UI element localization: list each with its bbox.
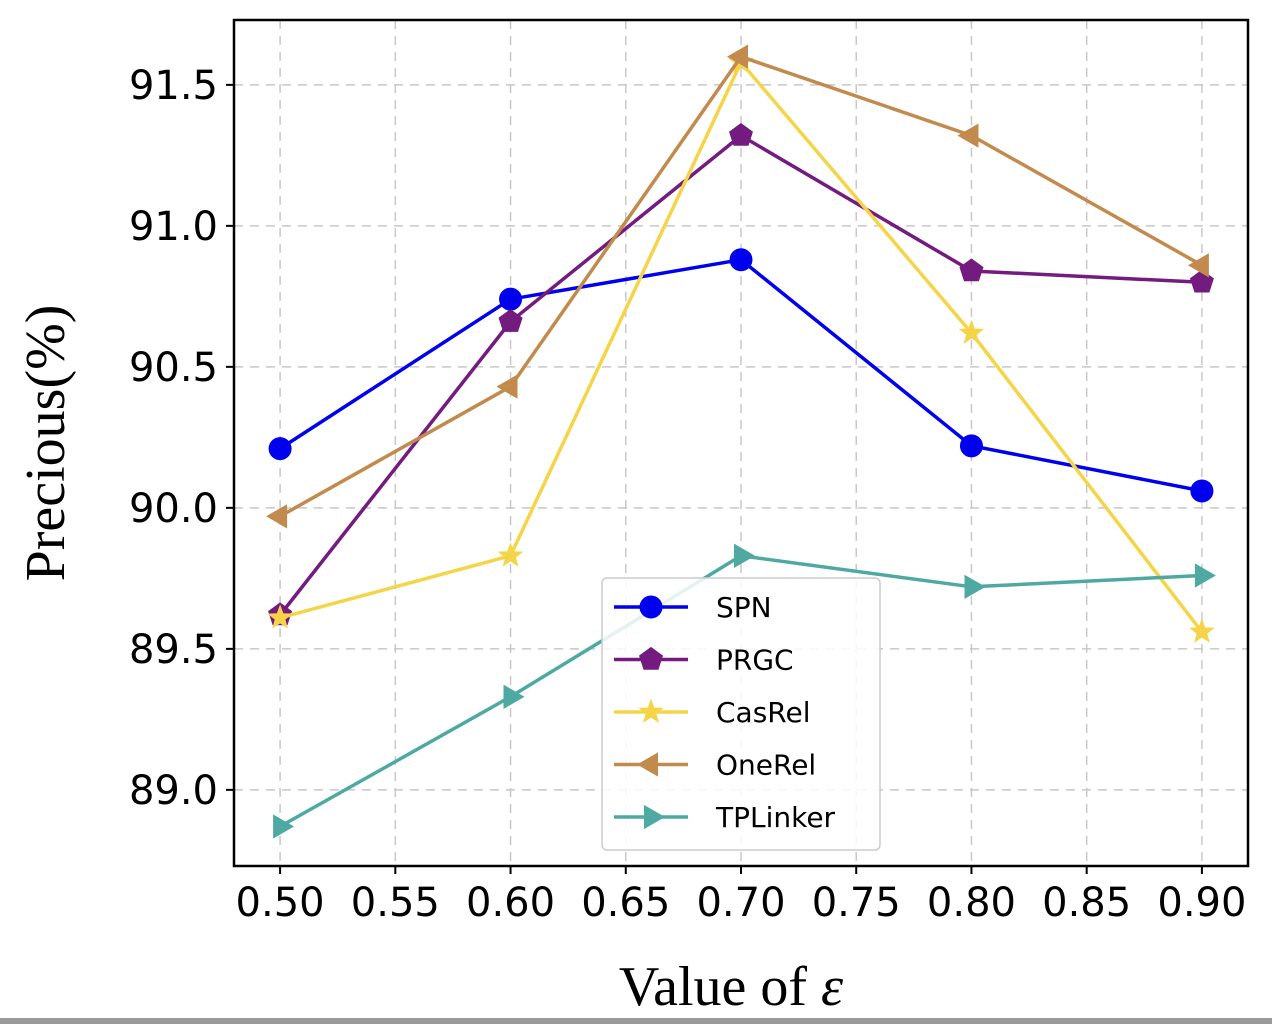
data-point bbox=[496, 374, 518, 399]
data-point bbox=[639, 646, 663, 670]
series-layer bbox=[266, 44, 1216, 839]
data-point bbox=[726, 44, 748, 69]
data-point bbox=[498, 309, 523, 332]
x-tick-label: 0.60 bbox=[466, 880, 555, 926]
data-point bbox=[957, 123, 979, 148]
y-tick-label: 91.5 bbox=[129, 63, 218, 109]
x-axis-label: Value of ε bbox=[619, 956, 844, 1018]
series-spn bbox=[268, 248, 1214, 503]
data-point bbox=[729, 122, 753, 146]
legend-label: CasRel bbox=[716, 696, 811, 729]
series-tplinker bbox=[273, 543, 1216, 839]
data-point bbox=[637, 752, 658, 777]
y-tick-label: 89.5 bbox=[129, 627, 218, 673]
x-axis-label-symbol: ε bbox=[821, 956, 844, 1018]
x-tick-label: 0.50 bbox=[236, 880, 325, 926]
y-tick-label: 89.0 bbox=[129, 768, 218, 814]
x-axis-label-text: Value of bbox=[619, 956, 821, 1018]
legend-label: PRGC bbox=[716, 644, 794, 677]
series-onerel bbox=[266, 44, 1209, 529]
data-point bbox=[958, 319, 985, 344]
data-point bbox=[1194, 563, 1216, 588]
data-point bbox=[964, 574, 986, 599]
data-point bbox=[1189, 618, 1215, 643]
legend-label: TPLinker bbox=[715, 801, 836, 834]
y-tick-label: 90.5 bbox=[129, 345, 218, 391]
data-point bbox=[734, 543, 755, 568]
data-point bbox=[497, 542, 524, 567]
data-point bbox=[1190, 479, 1214, 503]
legend-label: SPN bbox=[716, 591, 772, 624]
y-tick-label: 90.0 bbox=[129, 486, 218, 532]
x-tick-label: 0.80 bbox=[927, 880, 1016, 926]
legend: SPN PRGC CasRel OneRel TPLinker bbox=[601, 577, 881, 851]
data-point bbox=[268, 437, 292, 461]
legend-box bbox=[601, 577, 881, 851]
x-tick-label: 0.75 bbox=[812, 880, 901, 926]
axis-ticks: 0.50 0.55 0.60 0.65 0.70 0.75 0.80 0.85 0.90 89.0… bbox=[129, 63, 1247, 926]
data-point bbox=[644, 804, 665, 830]
x-tick-label: 0.55 bbox=[351, 880, 440, 926]
x-tick-label: 0.90 bbox=[1157, 880, 1246, 926]
data-point bbox=[503, 684, 525, 709]
y-axis-label: Precious(%) bbox=[15, 305, 77, 582]
legend-label: OneRel bbox=[716, 749, 816, 782]
data-point bbox=[729, 248, 753, 272]
data-point bbox=[267, 604, 293, 629]
x-tick-label: 0.70 bbox=[696, 880, 785, 926]
window-bottom-border bbox=[0, 1018, 1272, 1024]
y-tick-label: 91.0 bbox=[129, 204, 218, 250]
x-tick-label: 0.85 bbox=[1042, 880, 1131, 926]
data-point bbox=[959, 434, 983, 458]
data-point bbox=[499, 287, 523, 311]
data-point bbox=[266, 504, 288, 529]
data-point bbox=[273, 814, 295, 839]
x-tick-label: 0.65 bbox=[581, 880, 670, 926]
data-point bbox=[959, 258, 984, 282]
data-point bbox=[638, 698, 664, 723]
series-prgc bbox=[268, 122, 1214, 626]
data-point bbox=[1187, 253, 1209, 278]
data-point bbox=[639, 595, 663, 619]
